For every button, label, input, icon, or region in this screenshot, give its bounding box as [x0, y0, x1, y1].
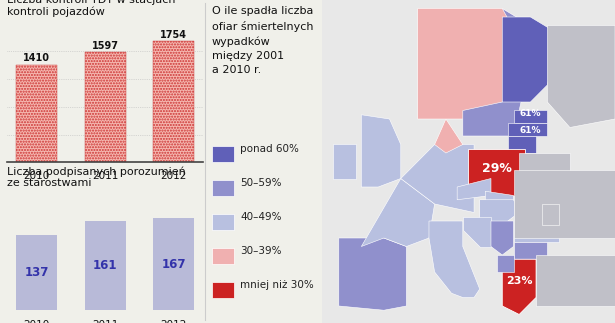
Text: 137: 137 [25, 266, 49, 279]
Polygon shape [463, 8, 531, 136]
Text: Liczba podpisanych porozumień
ze starostwami: Liczba podpisanych porozumień ze starost… [7, 166, 186, 188]
Text: 29%: 29% [482, 162, 512, 175]
Polygon shape [401, 144, 474, 213]
Polygon shape [457, 179, 491, 200]
Polygon shape [502, 259, 536, 315]
Polygon shape [508, 123, 547, 136]
Polygon shape [435, 119, 463, 153]
Polygon shape [362, 115, 401, 187]
Bar [153, 218, 194, 310]
Text: 61%: 61% [520, 126, 541, 135]
Polygon shape [536, 255, 615, 306]
Polygon shape [480, 200, 519, 225]
Text: mniej niż 30%: mniej niż 30% [240, 280, 314, 290]
Polygon shape [491, 221, 514, 255]
Text: 1754: 1754 [160, 30, 187, 40]
Bar [153, 41, 194, 162]
Polygon shape [362, 179, 435, 246]
Text: 161: 161 [93, 259, 117, 272]
Polygon shape [322, 0, 615, 323]
Polygon shape [339, 255, 353, 297]
Polygon shape [469, 149, 525, 195]
Bar [85, 52, 125, 162]
FancyBboxPatch shape [212, 282, 234, 298]
Polygon shape [514, 242, 547, 259]
FancyBboxPatch shape [212, 180, 234, 196]
Polygon shape [418, 8, 531, 119]
Bar [85, 222, 125, 310]
Text: 23%: 23% [506, 276, 533, 286]
FancyBboxPatch shape [212, 146, 234, 162]
Polygon shape [333, 144, 355, 179]
Polygon shape [508, 136, 536, 153]
Polygon shape [514, 110, 547, 123]
Polygon shape [502, 17, 558, 102]
FancyBboxPatch shape [212, 214, 234, 230]
Text: 1410: 1410 [23, 53, 50, 63]
Text: 30–39%: 30–39% [240, 246, 282, 256]
Text: 50–59%: 50–59% [240, 178, 282, 188]
Text: 40–49%: 40–49% [240, 212, 282, 222]
Polygon shape [547, 26, 615, 128]
Bar [16, 235, 57, 310]
Text: 61%: 61% [520, 109, 541, 118]
Polygon shape [485, 191, 514, 204]
Text: 167: 167 [161, 258, 186, 271]
Polygon shape [339, 238, 407, 310]
Polygon shape [514, 200, 558, 242]
Polygon shape [429, 221, 480, 297]
Text: ponad 60%: ponad 60% [240, 144, 300, 154]
Text: O ile spadła liczba
ofiar śmiertelnych
wypadków
między 2001
a 2010 r.: O ile spadła liczba ofiar śmiertelnych w… [212, 6, 314, 75]
Text: Liczba kontroli TDT w stacjach
kontroli pojazdów: Liczba kontroli TDT w stacjach kontroli … [7, 0, 176, 17]
Polygon shape [514, 170, 615, 238]
Text: 1597: 1597 [92, 41, 119, 51]
Bar [16, 65, 57, 162]
Polygon shape [463, 217, 491, 246]
FancyBboxPatch shape [212, 248, 234, 264]
Polygon shape [542, 204, 558, 225]
Polygon shape [519, 153, 570, 179]
Polygon shape [497, 255, 514, 272]
